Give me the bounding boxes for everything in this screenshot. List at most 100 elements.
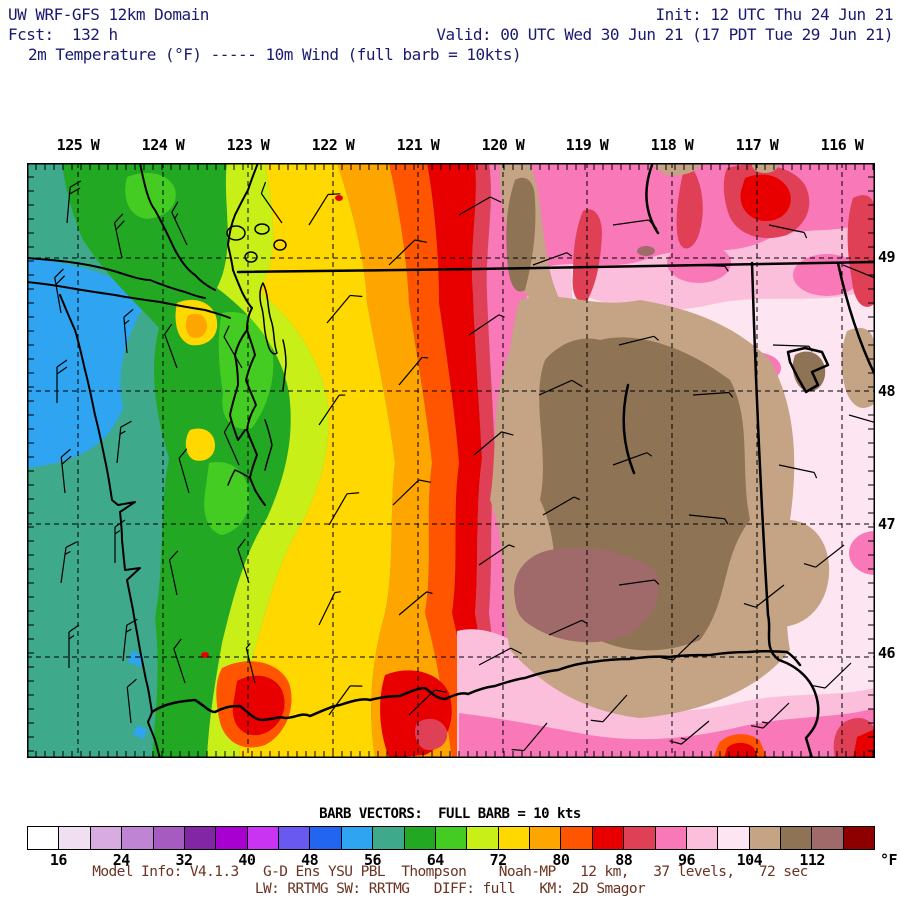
region-pink-ne-blobs bbox=[552, 243, 875, 575]
wind-barb bbox=[803, 544, 845, 568]
outline-hood-canal bbox=[229, 329, 248, 441]
colorbar-cell-112-116 bbox=[812, 827, 844, 849]
wind-barb bbox=[237, 538, 250, 584]
outline-sound-inlet-east bbox=[264, 419, 273, 471]
region-pink-bottom-wave bbox=[459, 708, 875, 758]
lat-label-48: 48 bbox=[878, 382, 896, 400]
colorbar-cell-48-52 bbox=[310, 827, 342, 849]
wind-barb bbox=[308, 193, 341, 226]
model-info-line2: LW: RRTMG SW: RRTMG DIFF: full KM: 2D Sm… bbox=[254, 881, 646, 897]
wind-barb bbox=[126, 678, 137, 724]
wind-barb bbox=[813, 662, 852, 689]
wind-barb bbox=[743, 584, 785, 608]
wind-barb bbox=[778, 464, 818, 479]
wind-barb bbox=[173, 638, 186, 684]
outline-canada-border bbox=[236, 260, 875, 274]
region-yellow-spots-olympics bbox=[175, 299, 218, 461]
wind-barb bbox=[669, 720, 710, 745]
wind-barb bbox=[392, 479, 431, 506]
lon-label-120W: 120 W bbox=[481, 136, 525, 154]
colorbar-cell-60-64 bbox=[404, 827, 436, 849]
wind-barb bbox=[478, 647, 522, 666]
lon-label-125W: 125 W bbox=[56, 136, 100, 154]
wind-barb bbox=[223, 325, 243, 369]
wind-barb bbox=[66, 180, 82, 224]
wind-barb bbox=[114, 519, 126, 563]
wind-barb bbox=[612, 219, 658, 230]
lat-label-46: 46 bbox=[878, 644, 896, 662]
lon-label-124W: 124 W bbox=[141, 136, 185, 154]
field-description: 2m Temperature (°F) ----- 10m Wind (full… bbox=[28, 45, 522, 64]
colorbar-tick-24: 24 bbox=[112, 851, 131, 869]
colorbar-cell-80-84 bbox=[561, 827, 593, 849]
colorbar-tick-48: 48 bbox=[301, 851, 319, 869]
region-yellow-band bbox=[239, 163, 395, 758]
wind-barb bbox=[692, 391, 734, 398]
colorbar-cell-64-68 bbox=[435, 827, 468, 849]
outline-coeur-dalene-lake bbox=[786, 346, 830, 394]
wind-barb bbox=[60, 448, 72, 494]
outline-vancouver-island-coast bbox=[139, 163, 216, 291]
lon-label-119W: 119 W bbox=[565, 136, 609, 154]
wind-barb bbox=[590, 694, 628, 723]
wind-barb bbox=[245, 643, 256, 684]
wind-barb bbox=[848, 414, 875, 426]
region-green-band bbox=[62, 163, 291, 758]
lon-label-118W: 118 W bbox=[650, 136, 694, 154]
wind-barb bbox=[538, 379, 583, 396]
outline-lake-washington bbox=[282, 339, 287, 391]
map-area bbox=[27, 163, 875, 758]
title-model-domain: UW WRF-GFS 12km Domain bbox=[8, 5, 209, 24]
colorbar-cell-44-48 bbox=[279, 827, 311, 849]
wind-barb bbox=[318, 394, 346, 426]
colorbar-cell-32-36 bbox=[184, 827, 217, 849]
colorbar-tick-88: 88 bbox=[615, 851, 633, 869]
wind-barb bbox=[751, 702, 790, 729]
outline-sound-inlet-south bbox=[227, 469, 251, 486]
init-time: Init: 12 UTC Thu 24 Jun 21 bbox=[655, 5, 894, 24]
wind-barb bbox=[468, 314, 505, 336]
outline-strait-north-shore bbox=[27, 257, 206, 299]
temperature-colorbar bbox=[27, 826, 875, 850]
region-brown-mass bbox=[506, 177, 826, 651]
colorbar-tick-72: 72 bbox=[489, 851, 508, 869]
colorbar-cell-40-44 bbox=[247, 827, 279, 849]
wind-barb bbox=[328, 685, 363, 716]
wind-barb bbox=[618, 579, 660, 586]
wind-barb bbox=[458, 196, 502, 216]
wind-barb bbox=[326, 294, 363, 324]
outline-pacific-coast bbox=[59, 294, 161, 758]
wind-barb bbox=[178, 448, 190, 494]
lon-label-117W: 117 W bbox=[735, 136, 779, 154]
region-red-ne-core bbox=[740, 174, 791, 222]
wind-barb bbox=[473, 431, 514, 456]
colorbar-cell-72-76 bbox=[498, 827, 530, 849]
colorbar-cell-108-112 bbox=[781, 827, 813, 849]
region-yellowgreen-band bbox=[207, 163, 329, 758]
wind-barb bbox=[548, 619, 588, 636]
colorbar-tick-112: 112 bbox=[799, 851, 825, 869]
temperature-wind-map bbox=[27, 163, 875, 758]
wind-barb bbox=[532, 252, 573, 266]
colorbar-cell-116-120 bbox=[843, 827, 875, 849]
map-frame bbox=[27, 163, 875, 758]
wind-barb bbox=[68, 624, 80, 668]
wind-barb bbox=[478, 544, 515, 566]
colorbar-cell-96-100 bbox=[686, 827, 719, 849]
outline-banks-lake bbox=[622, 383, 636, 475]
outline-puget-sound bbox=[245, 307, 266, 506]
colorbar-cell-68-72 bbox=[467, 827, 499, 849]
colorbar-tick-96: 96 bbox=[678, 851, 696, 869]
wind-barb bbox=[398, 591, 433, 616]
wind-barb bbox=[164, 323, 178, 369]
region-amber-band bbox=[337, 163, 452, 758]
colorbar-tick-56: 56 bbox=[363, 851, 382, 869]
region-crimson-ne-blobs bbox=[572, 163, 875, 307]
wind-barb bbox=[398, 356, 429, 386]
colorbar-cell-28-32 bbox=[153, 827, 185, 849]
colorbar-tick-64: 64 bbox=[426, 851, 445, 869]
wind-barb bbox=[123, 308, 134, 354]
colorbar-cell-36-40 bbox=[216, 827, 248, 849]
region-red-portland-core bbox=[232, 675, 285, 736]
